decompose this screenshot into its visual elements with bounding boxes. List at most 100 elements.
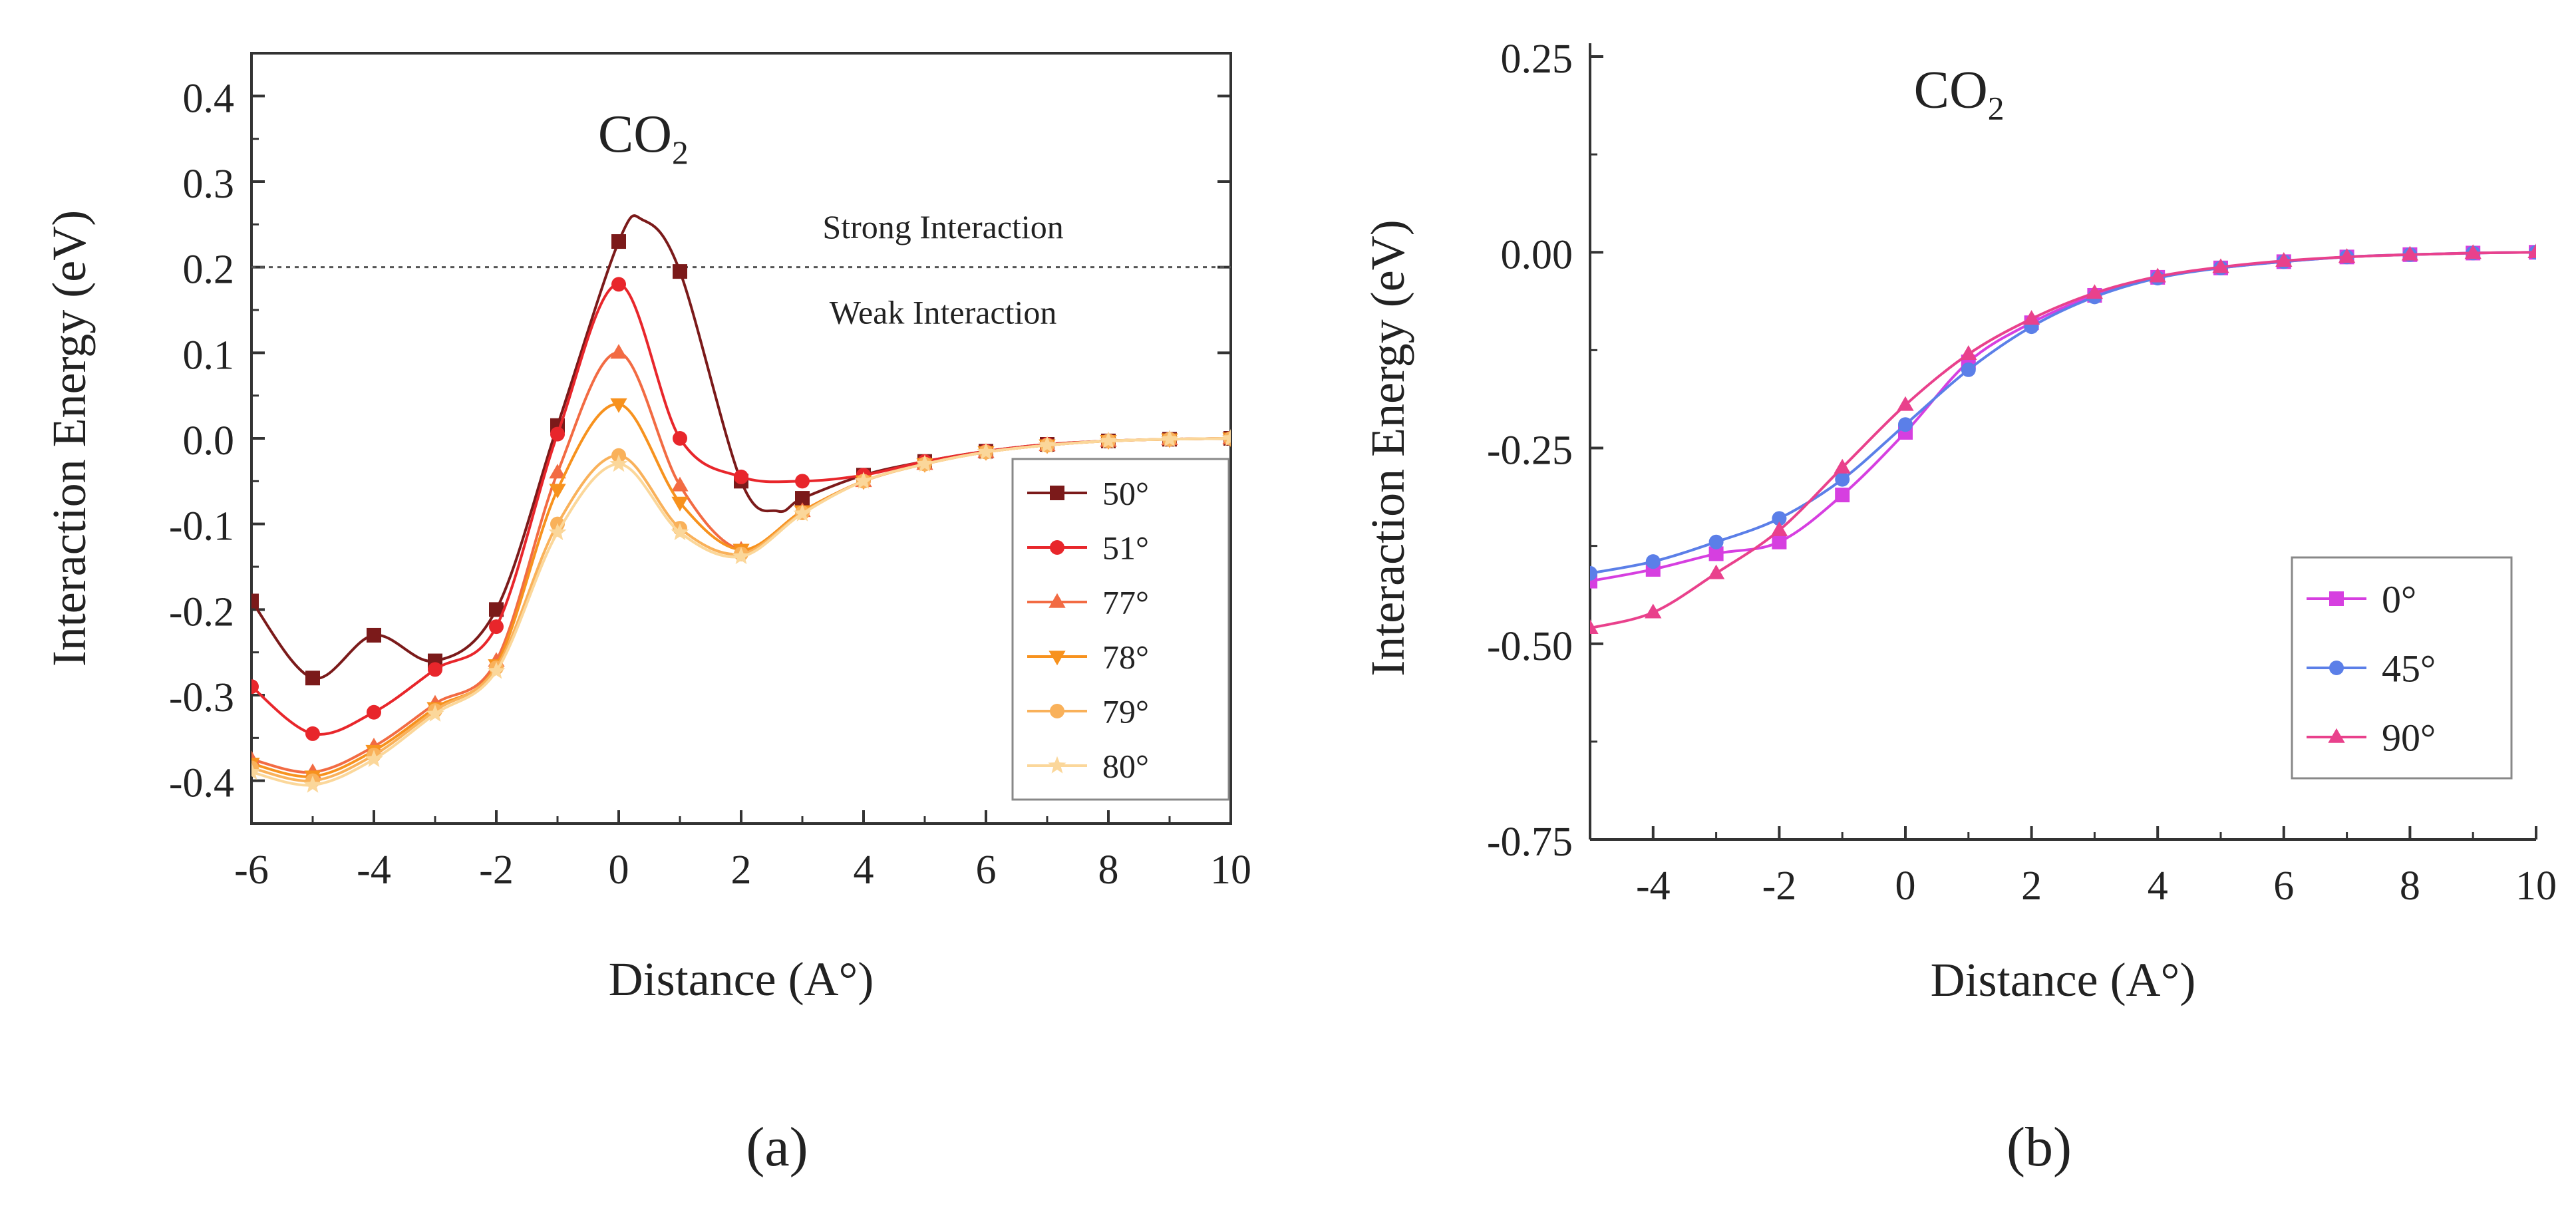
- data-point: [2401, 245, 2419, 261]
- data-point: [305, 726, 320, 741]
- legend-label: 51°: [1102, 530, 1149, 567]
- chart-title: CO2: [598, 105, 689, 171]
- x-tick-label: -4: [1636, 863, 1671, 909]
- legend-marker: [2329, 591, 2344, 606]
- chart-b: -4 -2 0 2 4 6 8 10 -0.75 -0.50 -0.25 0.00 0.25 Distan…: [1361, 37, 2557, 1006]
- annotation-label: Strong Interaction: [822, 208, 1063, 245]
- data-point: [795, 491, 810, 506]
- x-axis-label: Distance (A°): [609, 953, 874, 1006]
- data-point: [1708, 534, 1724, 549]
- legend: 50° 51° 77° 78° 79° 80°: [1011, 458, 1230, 801]
- data-point: [1221, 428, 1231, 446]
- chart-title: CO2: [1914, 61, 2005, 127]
- legend-marker: [1048, 651, 1066, 666]
- y-tick-label: -0.25: [1487, 428, 1573, 474]
- x-tick-label: -6: [234, 847, 269, 893]
- y-tick-label: -0.3: [169, 675, 234, 720]
- x-tick-label: 2: [2021, 863, 2042, 909]
- data-point: [671, 523, 689, 541]
- data-point: [673, 431, 687, 446]
- y-tick-label: 0.25: [1501, 37, 1573, 82]
- data-point: [854, 472, 873, 489]
- data-point: [1960, 345, 1977, 361]
- series-80°: [251, 428, 1231, 793]
- data-point: [2527, 243, 2536, 259]
- x-tick-label: 2: [731, 847, 752, 893]
- data-point: [795, 474, 810, 489]
- legend-marker: [1050, 704, 1064, 718]
- data-point: [2086, 284, 2104, 299]
- data-point: [489, 619, 504, 635]
- data-point: [734, 469, 748, 484]
- data-point: [548, 523, 567, 541]
- data-point: [610, 344, 627, 359]
- data-point: [2149, 267, 2166, 283]
- data-point: [251, 593, 259, 609]
- data-point: [2338, 248, 2356, 263]
- data-point: [732, 547, 750, 565]
- data-point: [549, 484, 566, 499]
- data-point: [671, 496, 689, 512]
- legend-marker: [2328, 728, 2345, 743]
- data-point: [1707, 564, 1725, 579]
- data-point: [251, 762, 261, 780]
- data-point: [549, 464, 566, 479]
- legend-label: 78°: [1102, 639, 1149, 676]
- y-tick-label: 0.00: [1501, 232, 1573, 277]
- data-point: [673, 264, 687, 279]
- chart-a: -6 -4 -2 0 2 4 6 8 10 -0.4 -0.3 -0.2 -0.1 0.0 0.1 0.2 0.…: [43, 52, 1251, 1006]
- data-point: [426, 704, 444, 722]
- data-point: [793, 504, 812, 522]
- data-point: [428, 662, 442, 677]
- data-point: [367, 704, 381, 720]
- data-point: [1645, 554, 1661, 569]
- data-point: [1961, 362, 1976, 377]
- x-tick-label: 8: [1098, 847, 1119, 893]
- y-tick-label: -0.1: [169, 504, 234, 549]
- legend-label: 50°: [1102, 475, 1149, 512]
- x-tick-label: 10: [2515, 863, 2557, 909]
- x-tick-label: 6: [2273, 863, 2294, 909]
- legend-label: 0°: [2382, 577, 2416, 621]
- x-tick-label: 4: [854, 847, 874, 893]
- data-point: [611, 234, 626, 249]
- data-point: [610, 398, 627, 413]
- data-point: [487, 661, 506, 679]
- data-point: [303, 775, 322, 793]
- data-point: [2022, 310, 2040, 325]
- data-point: [1897, 396, 1914, 411]
- data-point: [1160, 430, 1179, 447]
- data-point: [367, 627, 381, 643]
- data-point: [1708, 546, 1724, 561]
- x-tick-label: 10: [1210, 847, 1251, 893]
- data-point: [977, 442, 995, 460]
- y-tick-label: -0.75: [1487, 820, 1573, 865]
- data-point: [1590, 565, 1597, 581]
- y-tick-label: 0.4: [183, 76, 235, 121]
- data-point: [1038, 436, 1056, 453]
- y-tick-label: -0.50: [1487, 624, 1573, 669]
- data-point: [915, 454, 934, 472]
- caption-b: (b): [2007, 1116, 2072, 1178]
- data-point: [2275, 251, 2293, 267]
- x-tick-label: -2: [479, 847, 514, 893]
- data-point: [1770, 521, 1788, 536]
- series-line: [1590, 251, 2536, 630]
- x-tick-label: -2: [1762, 863, 1797, 909]
- legend-label: 80°: [1102, 748, 1149, 785]
- data-point: [2212, 258, 2229, 273]
- x-tick-label: 8: [2400, 863, 2420, 909]
- legend-label: 77°: [1102, 584, 1149, 621]
- legend-marker: [1050, 540, 1064, 555]
- data-point: [1590, 573, 1597, 589]
- legend-marker: [1050, 486, 1064, 500]
- legend-label: 45°: [2382, 647, 2436, 690]
- legend-label: 79°: [1102, 693, 1149, 730]
- x-tick-label: -4: [357, 847, 391, 893]
- data-point: [671, 476, 689, 492]
- series-90°: [1590, 243, 2536, 635]
- x-tick-label: 6: [976, 847, 997, 893]
- caption-a: (a): [746, 1116, 808, 1178]
- data-point: [611, 277, 626, 292]
